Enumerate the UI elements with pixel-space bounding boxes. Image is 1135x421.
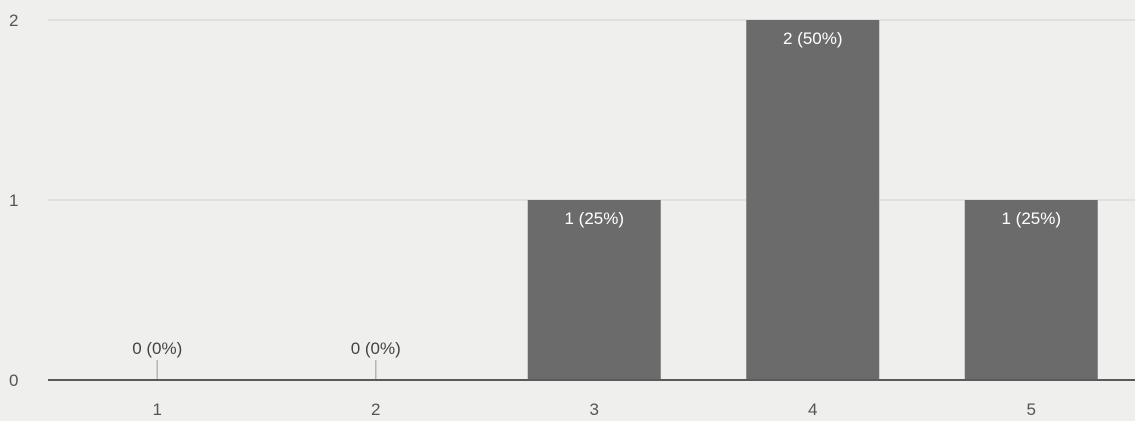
data-label-4: 2 (50%) (783, 29, 843, 48)
x-tick-label-1: 1 (153, 400, 162, 419)
data-label-5: 1 (25%) (1001, 209, 1061, 228)
x-tick-label-3: 3 (590, 400, 599, 419)
y-tick-label-2: 2 (9, 11, 18, 30)
bar-5 (964, 200, 1098, 380)
y-tick-label-1: 1 (9, 191, 18, 210)
y-axis-ticks: 0 1 2 (9, 11, 18, 390)
bars: 0 (0%) 0 (0%) 1 (25%) 2 (50%) 1 (25%) (132, 20, 1098, 380)
gridlines (48, 19, 1135, 201)
x-tick-label-2: 2 (371, 400, 380, 419)
data-label-1: 0 (0%) (132, 339, 182, 358)
bar-3 (527, 200, 661, 380)
x-tick-label-5: 5 (1027, 400, 1036, 419)
bar-4 (746, 20, 880, 380)
data-label-3: 1 (25%) (564, 209, 624, 228)
x-axis-ticks: 1 2 3 4 5 (153, 400, 1036, 419)
x-tick-label-4: 4 (808, 400, 817, 419)
data-label-2: 0 (0%) (351, 339, 401, 358)
y-tick-label-0: 0 (9, 371, 18, 390)
